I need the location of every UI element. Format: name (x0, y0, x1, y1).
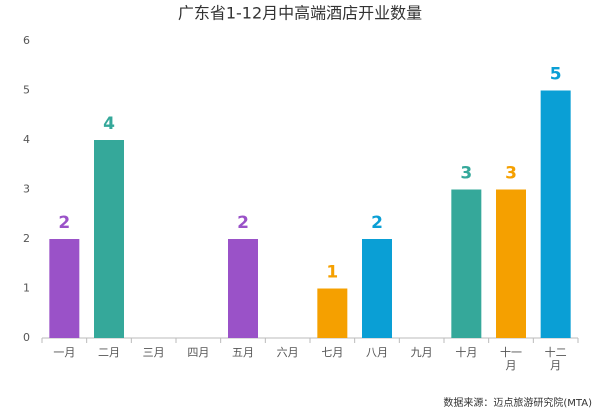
x-tick-label: 七月 (321, 346, 344, 359)
data-label: 4 (103, 114, 115, 134)
x-tick-label: 五月 (232, 346, 254, 359)
x-tick-label: 二月 (98, 346, 120, 359)
bar (540, 90, 571, 338)
x-tick-label: 十二月 (544, 346, 567, 372)
bar (94, 140, 124, 338)
x-tick-label: 六月 (276, 346, 299, 359)
x-tick-label: 四月 (187, 346, 210, 359)
source-note: 数据来源：迈点旅游研究院(MTA) (443, 396, 592, 409)
y-tick-label: 4 (23, 133, 30, 146)
y-tick-label: 6 (23, 34, 30, 47)
data-label: 3 (505, 164, 517, 184)
x-tick-label: 三月 (142, 346, 165, 359)
data-label: 2 (371, 213, 383, 233)
bar (228, 239, 258, 338)
data-label: 3 (460, 164, 472, 184)
x-tick-label: 十一月 (500, 346, 522, 372)
x-tick-label: 一月 (53, 346, 76, 359)
data-label: 1 (326, 263, 338, 283)
bar (49, 239, 80, 338)
bar (496, 189, 526, 338)
x-tick-label: 十月 (455, 346, 478, 359)
y-tick-label: 1 (23, 282, 30, 295)
bar (317, 288, 348, 338)
x-tick-label: 九月 (410, 346, 433, 359)
x-tick-label: 八月 (366, 346, 388, 359)
y-tick-label: 3 (23, 183, 30, 196)
data-label: 2 (237, 213, 249, 233)
bar (362, 239, 392, 338)
chart-title: 广东省1-12月中高端酒店开业数量 (178, 4, 422, 23)
y-tick-label: 5 (23, 84, 30, 97)
y-tick-label: 2 (23, 232, 30, 245)
data-label: 5 (550, 65, 562, 85)
bar (451, 189, 482, 338)
data-label: 2 (58, 213, 70, 233)
y-tick-label: 0 (23, 331, 30, 344)
